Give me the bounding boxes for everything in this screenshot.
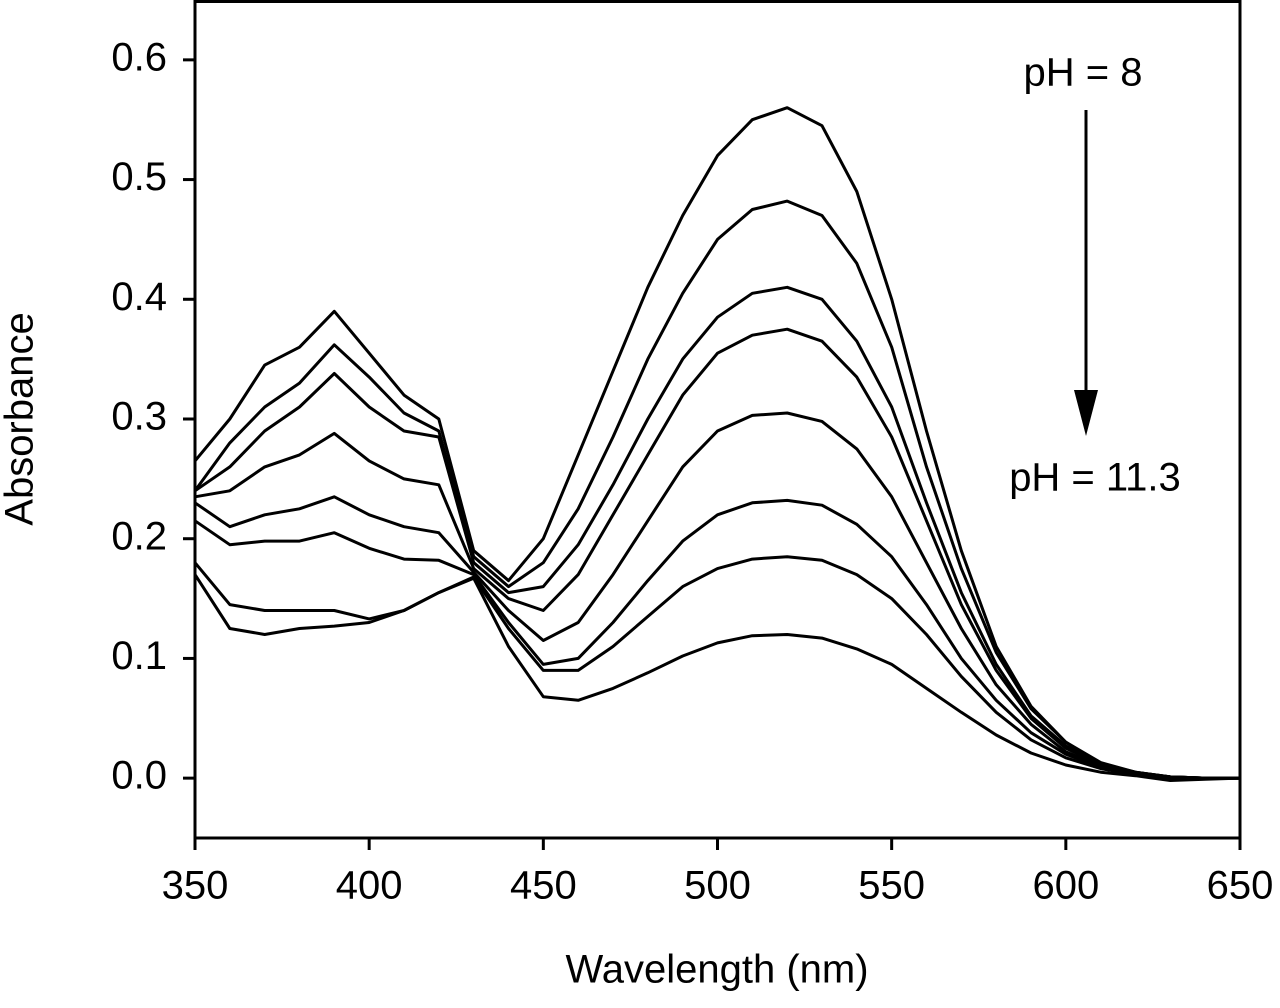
y-tick-label: 0.6 (111, 35, 167, 79)
x-tick-label: 650 (1207, 864, 1274, 908)
annotation: pH = 11.3 (1009, 456, 1181, 500)
x-tick-label: 400 (336, 864, 403, 908)
x-axis-title: Wavelength (nm) (565, 948, 868, 992)
y-tick-label: 0.1 (111, 634, 167, 678)
spectrum-line (194, 411, 1240, 780)
y-tick-label: 0.5 (111, 155, 167, 199)
spectrum-line (194, 327, 1240, 780)
spectrum-line (193, 106, 1240, 780)
spectrum-line (193, 555, 1240, 780)
x-tick-label: 450 (510, 864, 577, 908)
arrow-head (1074, 390, 1098, 436)
y-tick-label: 0.4 (111, 275, 167, 319)
spectrum-line (194, 285, 1240, 780)
y-tick-label: 0.3 (111, 395, 167, 439)
spectrum-line (193, 573, 1241, 782)
annotation: pH = 8 (1024, 51, 1143, 95)
y-tick-label: 0.0 (111, 754, 167, 798)
x-tick-label: 500 (684, 864, 751, 908)
x-tick-label: 350 (162, 864, 229, 908)
spectrum-line (194, 498, 1240, 780)
y-axis-title: Absorbance (0, 312, 42, 525)
x-tick-label: 550 (858, 864, 925, 908)
spectrum-line (193, 199, 1240, 780)
y-tick-label: 0.2 (111, 514, 167, 558)
x-tick-label: 600 (1032, 864, 1099, 908)
